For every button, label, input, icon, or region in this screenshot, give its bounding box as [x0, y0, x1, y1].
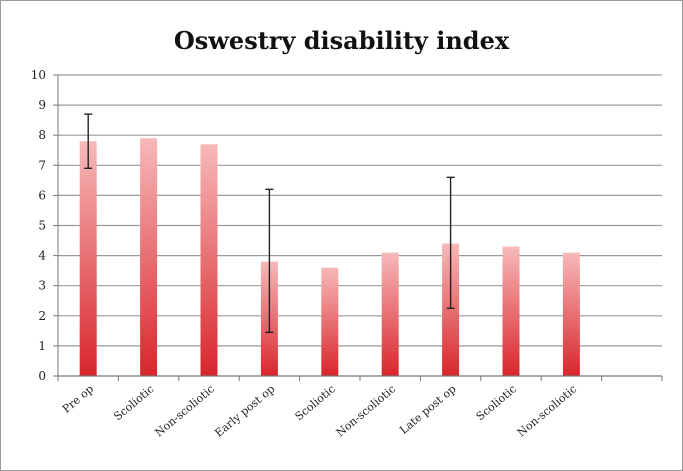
x-category-label: Late post op	[397, 382, 458, 436]
bars	[79, 138, 580, 376]
error-bars	[84, 113, 455, 334]
bar	[442, 243, 460, 376]
bar	[140, 138, 158, 376]
y-tick-label: 1	[38, 339, 46, 353]
y-tick-label: 3	[38, 279, 46, 293]
bar	[562, 252, 580, 376]
x-category-label: Early post op	[212, 382, 277, 440]
y-tick-label: 7	[38, 158, 46, 172]
y-tick-label: 9	[38, 98, 46, 112]
bar	[381, 252, 399, 376]
y-tick-label: 6	[38, 188, 46, 202]
x-category-label: Pre op	[60, 382, 96, 415]
axes	[53, 74, 663, 381]
x-category-label: Non-scoliotic	[515, 382, 579, 439]
grid-lines	[58, 74, 662, 347]
y-tick-label: 5	[38, 219, 46, 233]
bar	[502, 246, 520, 376]
y-tick-label: 10	[31, 68, 46, 82]
y-tick-label: 2	[38, 309, 46, 323]
x-category-label: Non-scoliotic	[152, 382, 216, 439]
x-category-label: Scoliotic	[111, 382, 156, 423]
bar	[321, 267, 339, 376]
x-category-label: Scoliotic	[474, 382, 519, 423]
bar	[200, 144, 218, 376]
bar	[79, 141, 97, 376]
x-category-label: Scoliotic	[293, 382, 338, 423]
y-tick-label: 0	[38, 369, 46, 383]
y-tick-label: 4	[38, 249, 46, 263]
chart-title: Oswestry disability index	[173, 26, 510, 55]
y-tick-label: 8	[38, 128, 46, 142]
x-category-label: Non-scoliotic	[334, 382, 398, 439]
